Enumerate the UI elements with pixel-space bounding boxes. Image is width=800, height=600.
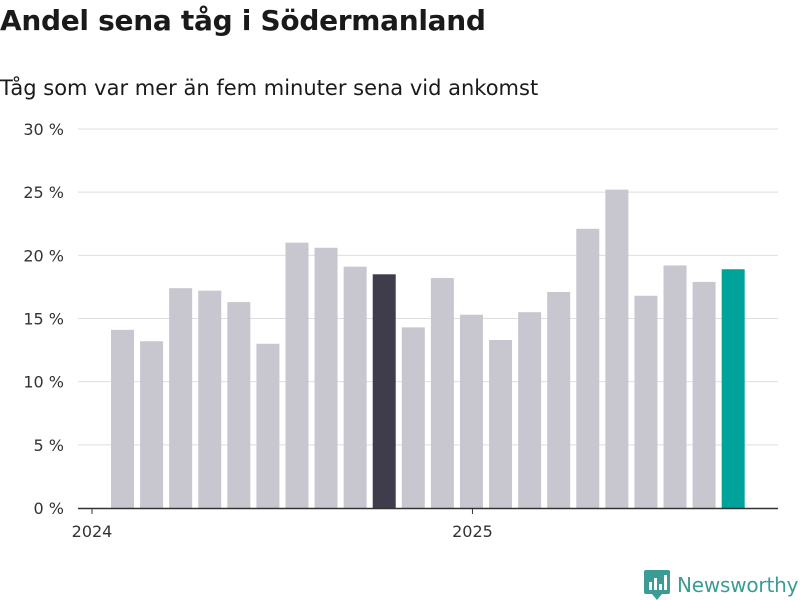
bar-2025-09[interactable] [692,281,716,508]
y-tick-label: 25 % [23,183,64,202]
bar-2024-11[interactable] [401,327,425,508]
bar-2024-08[interactable] [314,247,338,508]
bar-2024-02[interactable] [140,341,164,508]
bar-2025-05[interactable] [576,228,600,508]
y-tick-label: 15 % [23,310,64,329]
bar-2024-09[interactable] [343,266,367,508]
grid-lines [78,128,778,446]
bar-2024-06[interactable] [256,343,280,508]
y-tick-labels: 0 % 5 % 10 % 15 % 20 % 25 % 30 % [23,120,64,518]
bar-2025-08[interactable] [663,265,687,508]
newsworthy-brand[interactable]: Newsworthy [644,570,798,600]
bars [111,189,745,508]
bar-2025-03[interactable] [518,312,542,508]
x-axis: 2024 2025 [72,507,778,541]
chart-title: Andel sena tåg i Södermanland [0,4,486,37]
chart-subtitle: Tåg som var mer än fem minuter sena vid … [0,76,539,100]
brand-name: Newsworthy [677,573,799,597]
bar-2024-04[interactable] [198,290,222,508]
bar-2025-06[interactable] [605,189,629,508]
y-tick-label: 10 % [23,373,64,392]
bar-2024-05[interactable] [227,302,251,508]
bar-2025-01[interactable] [459,314,483,508]
bar-2025-04[interactable] [547,291,571,508]
y-tick-label: 0 % [34,499,64,518]
newsworthy-logo-icon [644,570,670,600]
bar-2024-03[interactable] [169,288,193,508]
x-tick-label: 2024 [72,522,113,541]
y-tick-label: 20 % [23,246,64,265]
bar-2025-07[interactable] [634,295,658,508]
bar-2024-07[interactable] [285,242,309,508]
bar-2025-02[interactable] [489,339,513,508]
y-tick-label: 5 % [34,436,64,455]
bar-2025-10[interactable] [721,269,745,508]
bar-2024-12[interactable] [430,278,454,508]
bar-2024-01[interactable] [111,329,134,508]
y-tick-label: 30 % [23,120,64,139]
x-tick-label: 2025 [452,522,493,541]
bar-2024-10[interactable] [372,274,396,508]
